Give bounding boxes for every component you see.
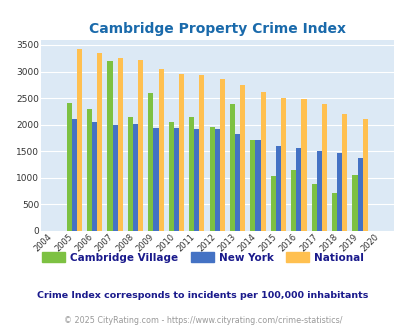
Bar — [117, 58, 122, 231]
Bar — [87, 109, 92, 231]
Bar — [341, 114, 347, 231]
Bar — [179, 74, 183, 231]
Bar — [275, 146, 280, 231]
Bar — [214, 129, 219, 231]
Bar — [153, 128, 158, 231]
Bar — [158, 69, 163, 231]
Bar — [148, 93, 153, 231]
Bar — [336, 153, 341, 231]
Bar — [128, 117, 133, 231]
Bar — [270, 176, 275, 231]
Bar — [240, 85, 245, 231]
Bar — [362, 119, 367, 231]
Bar — [168, 122, 173, 231]
Bar — [138, 60, 143, 231]
Bar — [112, 125, 117, 231]
Bar — [194, 129, 199, 231]
Title: Cambridge Property Crime Index: Cambridge Property Crime Index — [88, 22, 345, 36]
Bar — [72, 119, 77, 231]
Bar — [260, 92, 265, 231]
Bar — [301, 99, 306, 231]
Bar — [199, 75, 204, 231]
Bar — [250, 140, 255, 231]
Legend: Cambridge Village, New York, National: Cambridge Village, New York, National — [38, 248, 367, 267]
Bar — [234, 134, 240, 231]
Bar — [255, 140, 260, 231]
Bar — [77, 49, 82, 231]
Bar — [352, 175, 357, 231]
Bar — [290, 170, 296, 231]
Bar — [331, 193, 336, 231]
Bar — [280, 98, 286, 231]
Bar — [311, 184, 316, 231]
Bar — [229, 105, 234, 231]
Bar — [133, 124, 138, 231]
Bar — [92, 122, 97, 231]
Bar — [97, 53, 102, 231]
Bar — [357, 158, 362, 231]
Bar — [296, 148, 301, 231]
Bar — [209, 127, 214, 231]
Bar — [321, 105, 326, 231]
Bar — [316, 151, 321, 231]
Text: Crime Index corresponds to incidents per 100,000 inhabitants: Crime Index corresponds to incidents per… — [37, 291, 368, 300]
Bar — [173, 128, 179, 231]
Bar — [66, 103, 72, 231]
Text: © 2025 CityRating.com - https://www.cityrating.com/crime-statistics/: © 2025 CityRating.com - https://www.city… — [64, 315, 341, 325]
Bar — [107, 61, 112, 231]
Bar — [189, 117, 194, 231]
Bar — [219, 79, 224, 231]
